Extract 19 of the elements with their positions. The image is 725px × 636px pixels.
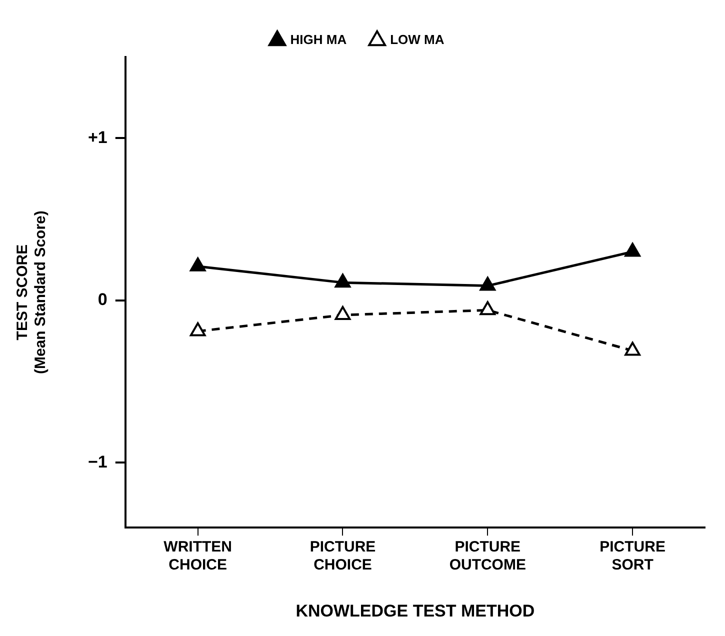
point <box>334 306 351 320</box>
point <box>624 342 640 356</box>
x-tick-label: PICTURE CHOICE <box>310 538 376 574</box>
x-axis-title: KNOWLEDGE TEST METHOD <box>296 601 535 620</box>
x-tick-label: PICTURE SORT <box>600 538 666 574</box>
point <box>480 301 496 316</box>
y-tick-label: −1 <box>88 452 108 472</box>
point <box>480 276 496 291</box>
point <box>190 322 206 336</box>
point <box>334 274 351 288</box>
y-axis-title: TEST SCORE (Mean Standard Score) <box>14 210 50 374</box>
point <box>190 257 206 272</box>
y-tick-label: +1 <box>88 128 108 147</box>
legend-label: LOW MA <box>390 32 445 48</box>
y-tick-label: 0 <box>98 290 108 310</box>
point <box>624 242 640 257</box>
legend-label: HIGH MA <box>290 32 348 48</box>
x-tick-label: PICTURE OUTCOME <box>449 538 526 574</box>
x-tick-label: WRITTEN CHOICE <box>164 538 232 574</box>
